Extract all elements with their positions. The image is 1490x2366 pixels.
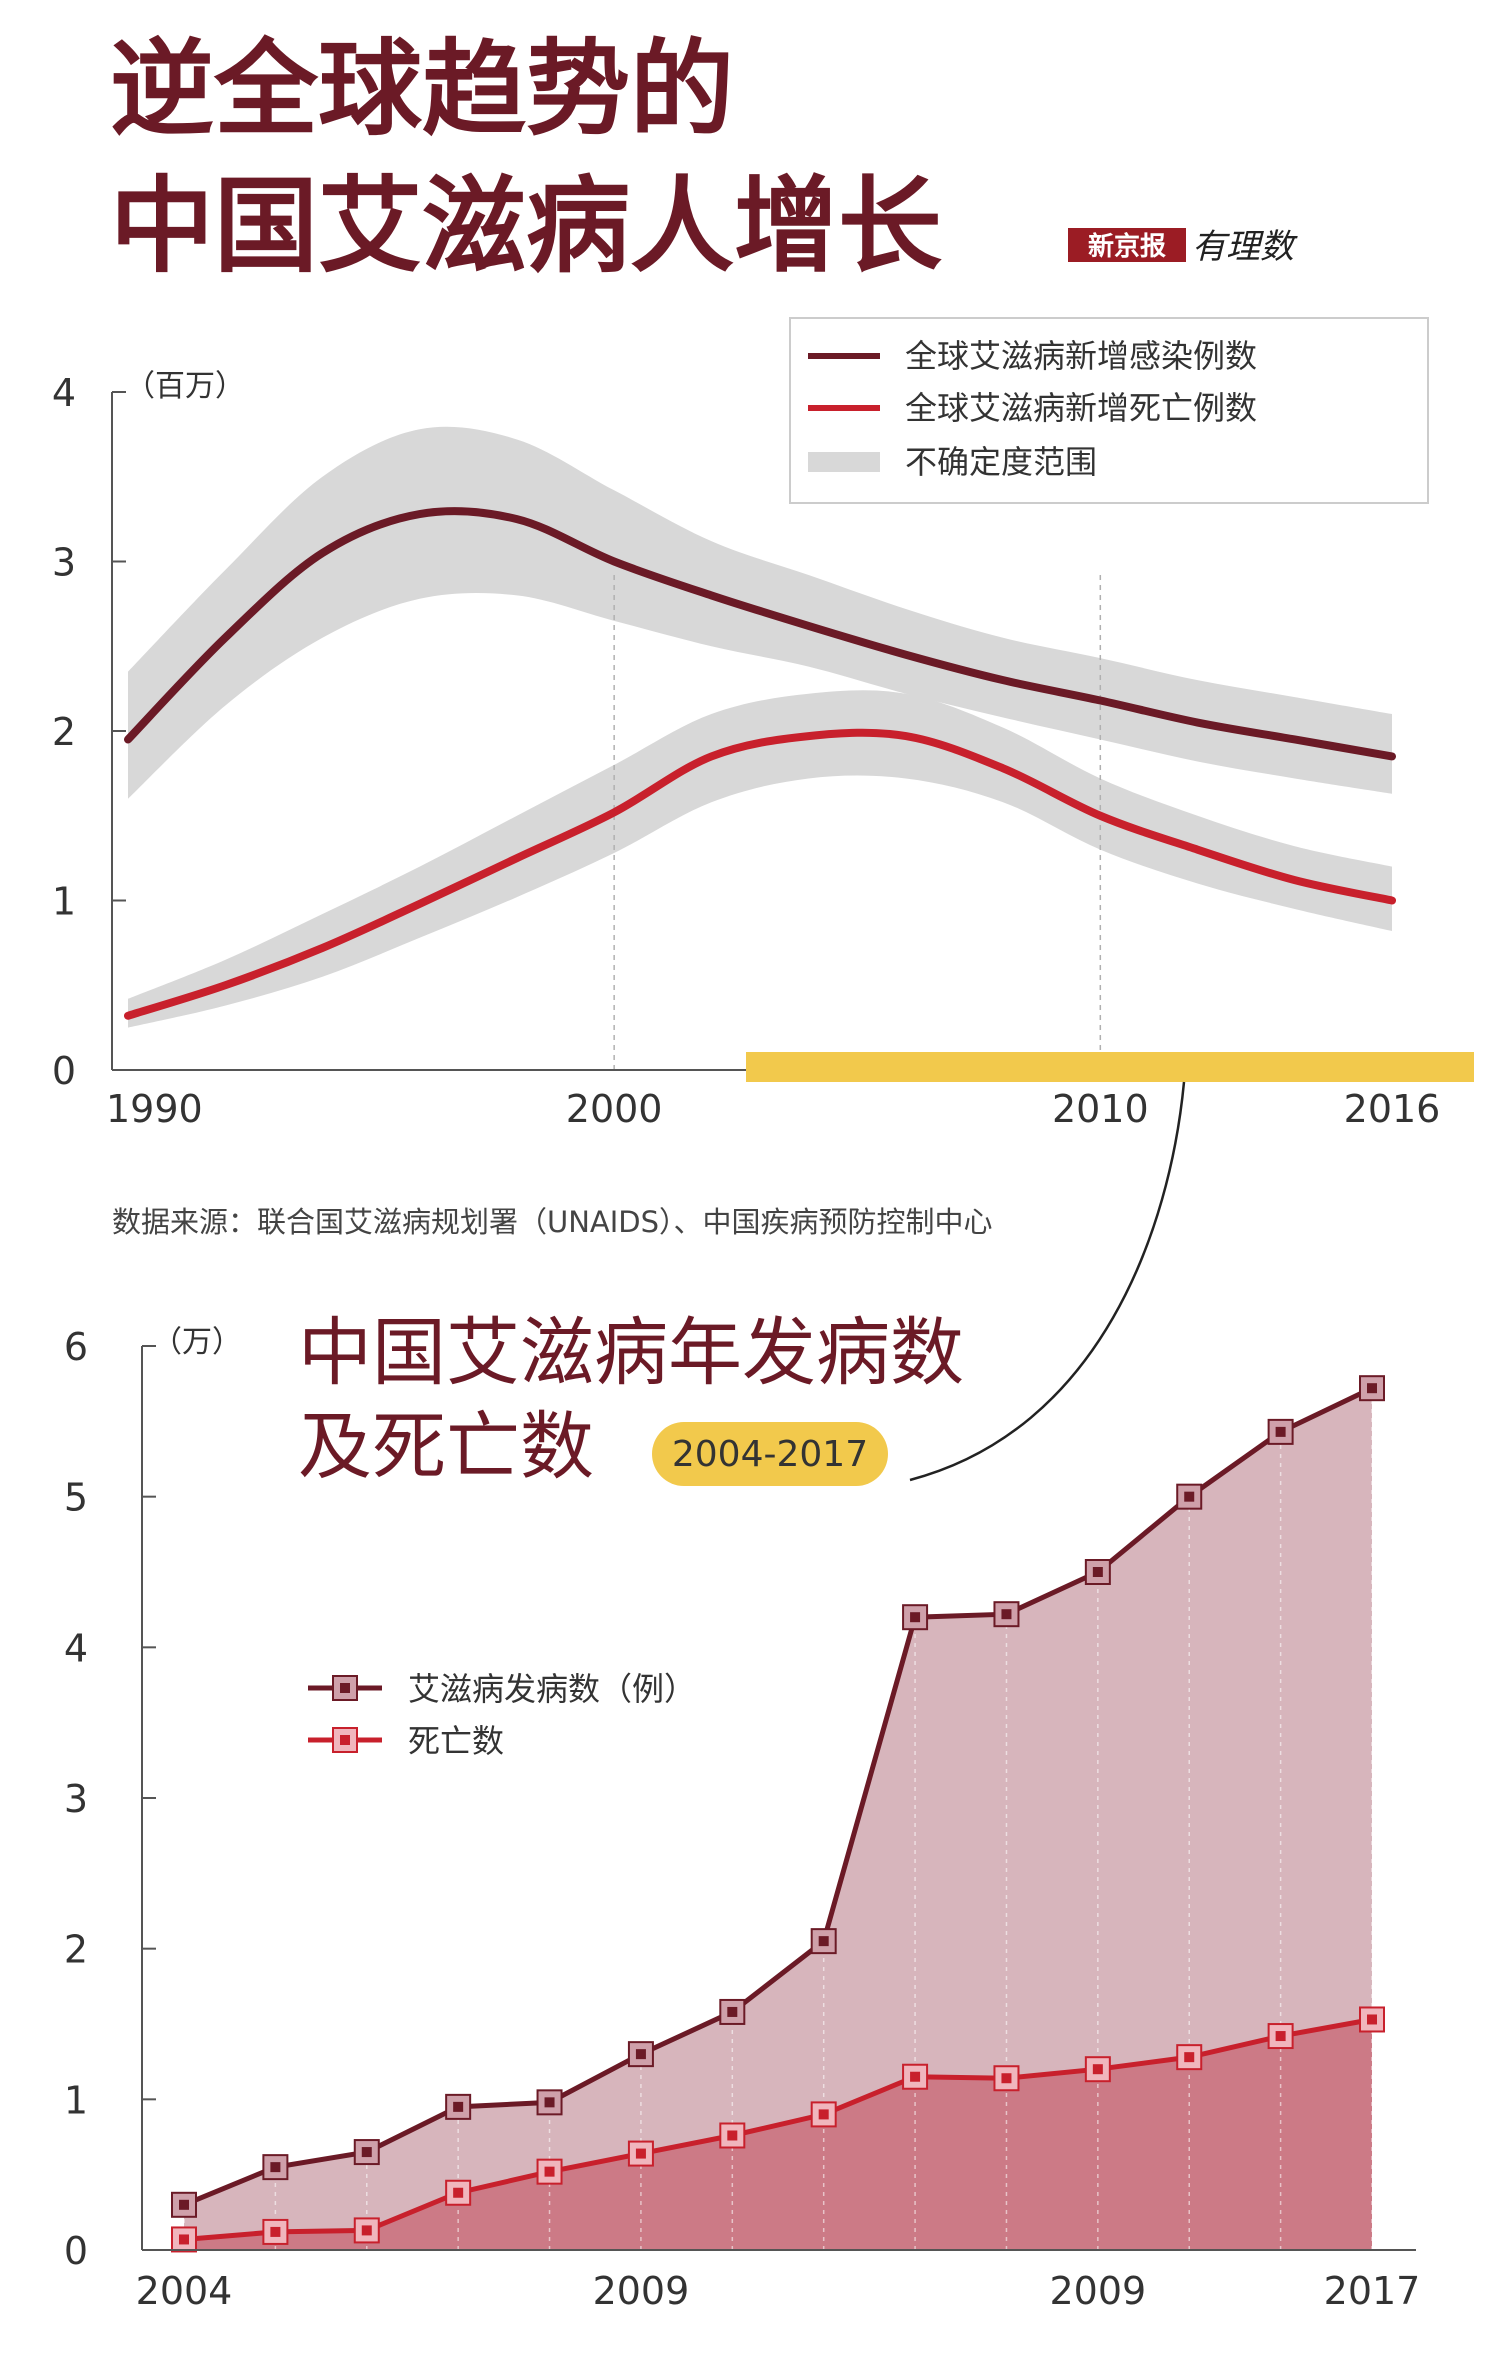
incidence-point-2006	[353, 2139, 380, 2166]
death-point-2016	[1267, 2023, 1294, 2050]
incidence-point-2008	[536, 2089, 563, 2116]
chart1-axes: 0 1 2 3 4 1990 2000 2010 2016	[52, 371, 1440, 1131]
incidence-point-2005	[262, 2154, 289, 2181]
connector	[746, 1052, 1474, 1482]
death-point-2009	[627, 2140, 654, 2167]
death-point-2010	[719, 2122, 746, 2149]
chart2-x-tick-label: 2017	[1324, 2269, 1421, 2313]
chart1-legend: 全球艾滋病新增感染例数 全球艾滋病新增死亡例数 不确定度范围	[789, 317, 1429, 504]
incidence-point-2010	[719, 1998, 746, 2025]
incidence-point-2013	[993, 1601, 1020, 1628]
deaths-line	[124, 728, 1396, 1020]
chart1-lines	[124, 507, 1396, 1020]
death-point-2013	[993, 2065, 1020, 2092]
death-point-2011	[810, 2101, 837, 2128]
incidence-point-2011	[810, 1928, 837, 1955]
chart1-x-tick-label: 2016	[1344, 1087, 1441, 1131]
chart2-y-tick-label: 6	[64, 1325, 88, 1369]
death-point-2004	[171, 2226, 197, 2253]
period-badge: 2004-2017	[652, 1422, 888, 1486]
incidence-point-2012	[902, 1604, 929, 1631]
death-point-2017	[1359, 2006, 1385, 2033]
death-point-2015	[1176, 2044, 1203, 2071]
band-deaths	[128, 690, 1392, 1028]
incidence-point-2007	[445, 2093, 472, 2120]
title-line-2: 中国艾滋病人增长	[110, 165, 942, 287]
incidence-area	[184, 1388, 1372, 2250]
period-badge-label: 2004-2017	[672, 1434, 868, 1475]
death-point-2005	[262, 2218, 289, 2245]
incidence-point-2009	[627, 2041, 654, 2068]
legend-label-deaths: 全球艾滋病新增死亡例数	[905, 389, 1257, 427]
chart1-x-tick-label: 1990	[106, 1087, 203, 1131]
chart2-lines	[171, 1375, 1385, 2253]
incidence-point-2016	[1267, 1418, 1294, 1445]
highlight-bar	[746, 1052, 1474, 1082]
legend-label-band: 不确定度范围	[905, 443, 1097, 481]
chart1-y-tick-label: 4	[52, 371, 76, 415]
chart1-x-tick-label: 2000	[566, 1087, 663, 1131]
brand-name: 新京报	[1088, 231, 1166, 262]
legend-label-infections: 全球艾滋病新增感染例数	[905, 337, 1257, 375]
death-point-2008	[536, 2158, 563, 2185]
chart2-y-tick-label: 4	[64, 1626, 88, 1670]
chart2-axes: 0 1 2 3 4 5 6 2004 2009 2009 2017	[64, 1325, 1420, 2313]
incidence-point-2004	[171, 2191, 197, 2218]
connector-curve	[909, 1081, 1186, 1482]
chart1-y-tick-label: 2	[52, 710, 76, 754]
legend-marker-death	[332, 1727, 358, 1753]
chart1-y-tick-label: 0	[52, 1049, 76, 1093]
chart2-unit-label: （万）	[152, 1325, 242, 1360]
chart2-y-tick-label: 3	[64, 1777, 88, 1821]
death-point-2006	[353, 2217, 380, 2244]
death-line	[183, 2017, 1373, 2242]
chart2-legend: 艾滋病发病数（例） 死亡数	[308, 1670, 696, 1760]
title-line-1: 逆全球趋势的	[110, 28, 734, 150]
chart2-title-line-1: 中国艾滋病年发病数	[298, 1310, 964, 1396]
chart2-x-tick-label: 2009	[593, 2269, 690, 2313]
death-point-2014	[1084, 2056, 1111, 2083]
death-point-2012	[902, 2063, 929, 2090]
chart2-y-tick-label: 2	[64, 1928, 88, 1972]
chart1-y-tick-label: 3	[52, 541, 76, 585]
death-area	[184, 2019, 1372, 2250]
global-hiv-chart: 0 1 2 3 4 1990 2000 2010 2016 （百万） 全球艾滋病新增感染例数 全…	[52, 317, 1440, 1239]
chart1-y-tick-label: 1	[52, 880, 76, 924]
brand-logo-text: 有理数	[1192, 227, 1298, 267]
legend-label-incidence: 艾滋病发病数（例）	[408, 1670, 696, 1708]
chart2-x-tick-label: 2004	[136, 2269, 233, 2313]
incidence-point-2015	[1176, 1483, 1203, 1510]
incidence-point-2014	[1084, 1559, 1111, 1585]
legend-swatch-band	[808, 452, 880, 472]
chart1-x-tick-label: 2010	[1052, 1087, 1149, 1131]
infections-line	[124, 507, 1396, 761]
incidence-line	[183, 1385, 1374, 2208]
chart1-unit-label: （百万）	[125, 369, 245, 404]
brand-logo: 新京报 有理数	[1068, 227, 1298, 267]
chart2-y-tick-label: 1	[64, 2078, 88, 2122]
chart2-y-tick-label: 5	[64, 1476, 88, 1520]
incidence-point-2017	[1359, 1375, 1385, 1402]
china-hiv-chart: 0 1 2 3 4 5 6 2004 2009 2009 2017 （万） 中国艾滋病年发病数 及死…	[64, 1310, 1420, 2313]
chart2-title-line-2: 及死亡数	[298, 1404, 594, 1490]
chart2-y-tick-label: 0	[64, 2229, 88, 2273]
legend-label-death: 死亡数	[408, 1722, 504, 1760]
source-note: 数据来源：联合国艾滋病规划署（UNAIDS）、中国疾病预防控制中心	[112, 1205, 993, 1239]
legend-marker-incidence	[332, 1675, 358, 1701]
death-point-2007	[445, 2179, 472, 2206]
chart2-areas	[184, 1388, 1372, 2250]
chart2-x-tick-label: 2009	[1049, 2269, 1146, 2313]
